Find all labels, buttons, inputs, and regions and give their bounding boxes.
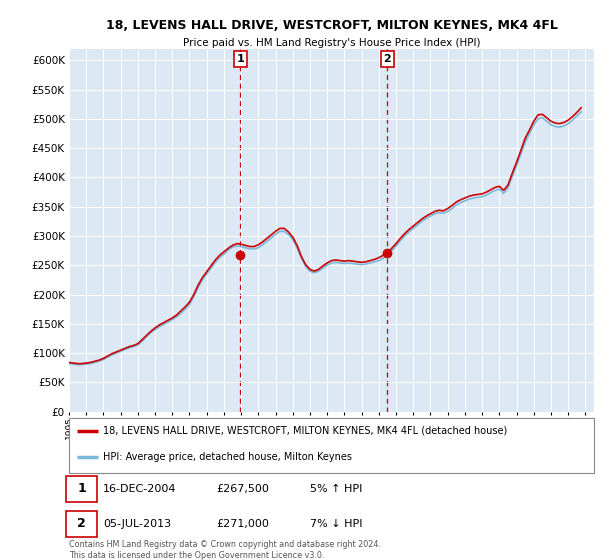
- Text: Contains HM Land Registry data © Crown copyright and database right 2024.
This d: Contains HM Land Registry data © Crown c…: [69, 540, 381, 559]
- Text: £271,000: £271,000: [216, 519, 269, 529]
- Text: £267,500: £267,500: [216, 484, 269, 494]
- Text: 5% ↑ HPI: 5% ↑ HPI: [311, 484, 363, 494]
- Text: 2: 2: [77, 517, 86, 530]
- Text: 05-JUL-2013: 05-JUL-2013: [103, 519, 171, 529]
- Text: 18, LEVENS HALL DRIVE, WESTCROFT, MILTON KEYNES, MK4 4FL: 18, LEVENS HALL DRIVE, WESTCROFT, MILTON…: [106, 19, 557, 32]
- FancyBboxPatch shape: [67, 511, 97, 537]
- Text: Price paid vs. HM Land Registry's House Price Index (HPI): Price paid vs. HM Land Registry's House …: [183, 38, 480, 48]
- Text: 16-DEC-2004: 16-DEC-2004: [103, 484, 176, 494]
- Text: 1: 1: [77, 482, 86, 496]
- FancyBboxPatch shape: [67, 475, 97, 502]
- Text: HPI: Average price, detached house, Milton Keynes: HPI: Average price, detached house, Milt…: [103, 452, 352, 462]
- Text: 2: 2: [383, 54, 391, 64]
- Text: 18, LEVENS HALL DRIVE, WESTCROFT, MILTON KEYNES, MK4 4FL (detached house): 18, LEVENS HALL DRIVE, WESTCROFT, MILTON…: [103, 426, 508, 436]
- Text: 1: 1: [236, 54, 244, 64]
- Text: 7% ↓ HPI: 7% ↓ HPI: [311, 519, 363, 529]
